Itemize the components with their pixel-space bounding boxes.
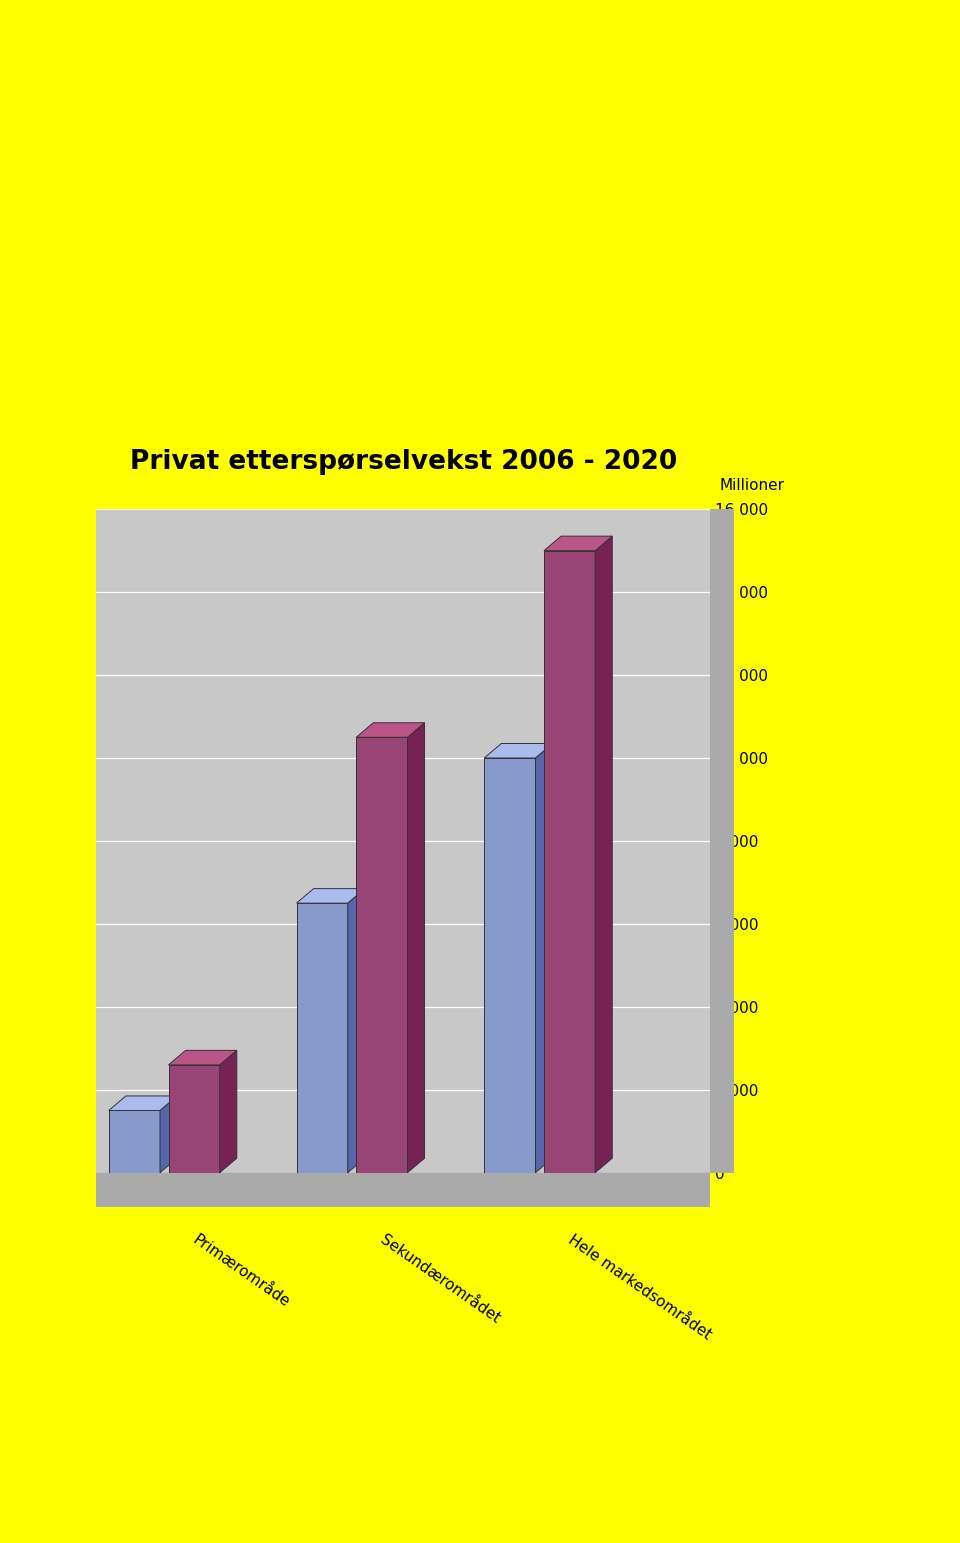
Polygon shape (356, 722, 424, 738)
Text: Millioner: Millioner (720, 478, 784, 492)
Text: 2020: 2020 (177, 1182, 211, 1196)
Polygon shape (595, 535, 612, 1173)
Polygon shape (407, 722, 424, 1173)
Bar (544, 551, 595, 1173)
Text: 2006: 2006 (304, 1182, 340, 1196)
Bar (169, 1065, 220, 1173)
Polygon shape (160, 1096, 177, 1173)
Text: Privat etterspørselvekst 2006 - 2020: Privat etterspørselvekst 2006 - 2020 (130, 449, 677, 475)
Polygon shape (484, 744, 553, 758)
Bar (484, 758, 536, 1173)
Text: Primærområde: Primærområde (190, 1233, 293, 1310)
Text: 2006: 2006 (492, 1182, 527, 1196)
Text: 2020: 2020 (552, 1182, 588, 1196)
Text: Sekundærområdet: Sekundærområdet (377, 1233, 503, 1327)
Bar (108, 1111, 160, 1173)
Text: Hele markedsområdet: Hele markedsområdet (565, 1233, 714, 1342)
Polygon shape (536, 744, 553, 1173)
Bar (297, 903, 348, 1173)
Polygon shape (220, 1051, 237, 1173)
Polygon shape (544, 535, 612, 551)
Polygon shape (108, 1096, 177, 1111)
Bar (356, 738, 407, 1173)
Polygon shape (169, 1051, 237, 1065)
Text: 2006: 2006 (117, 1182, 152, 1196)
Polygon shape (348, 889, 365, 1173)
Polygon shape (297, 889, 365, 903)
Text: 2020: 2020 (365, 1182, 399, 1196)
